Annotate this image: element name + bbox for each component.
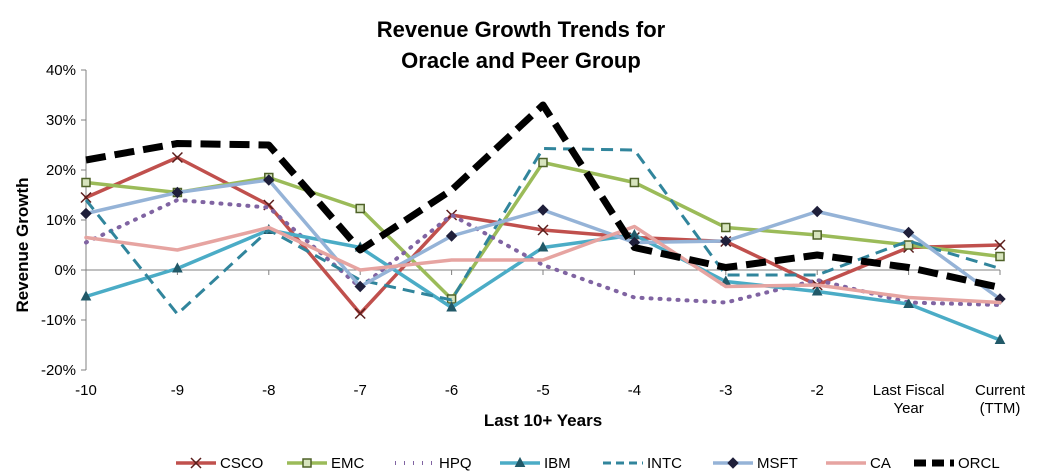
y-axis-title: Revenue Growth bbox=[13, 177, 32, 312]
csco-marker bbox=[354, 307, 366, 320]
emc-marker bbox=[538, 157, 548, 168]
y-tick-label: 30% bbox=[46, 112, 76, 129]
msft-marker bbox=[727, 457, 739, 469]
legend-label-emc: EMC bbox=[331, 455, 365, 472]
x-tick-label: -4 bbox=[628, 382, 641, 399]
ibm-marker bbox=[446, 301, 457, 312]
x-tick-label: -3 bbox=[719, 382, 732, 399]
msft-marker bbox=[811, 205, 823, 218]
csco-marker bbox=[190, 457, 202, 469]
msft-marker bbox=[720, 235, 732, 247]
x-tick-label: -8 bbox=[262, 382, 275, 399]
series-orcl bbox=[85, 101, 1001, 291]
axes-group: -20% -10% 0% 10% 20% 30% 40% -10 -9 -8 -7 -6 -5 -4 -3 -… bbox=[41, 62, 1026, 417]
legend: CSCO EMC HPQ IBM INTC MSFT CA ORCL bbox=[176, 455, 1000, 472]
x-tick-label: Last Fiscal bbox=[873, 382, 945, 399]
y-tick-label: 10% bbox=[46, 212, 76, 229]
ibm-marker bbox=[172, 262, 183, 273]
ibm-marker bbox=[903, 297, 914, 308]
x-tick-label: -5 bbox=[536, 382, 549, 399]
emc-marker bbox=[721, 222, 731, 233]
emc-marker bbox=[995, 251, 1005, 262]
ibm-marker bbox=[537, 241, 549, 252]
msft-marker bbox=[171, 186, 184, 199]
emc-marker bbox=[629, 177, 640, 188]
emc-marker bbox=[903, 240, 914, 250]
x-axis-title: Last 10+ Years bbox=[484, 411, 602, 430]
legend-label-ca: CA bbox=[870, 455, 891, 472]
msft-marker bbox=[537, 204, 549, 216]
y-tick-label: 20% bbox=[46, 162, 76, 179]
legend-item-ibm: IBM bbox=[500, 455, 571, 472]
msft-marker bbox=[80, 207, 92, 220]
x-tick-label: -9 bbox=[171, 382, 184, 399]
y-tick-label: -20% bbox=[41, 362, 76, 379]
emc-marker bbox=[355, 203, 365, 214]
x-tick-label: -10 bbox=[75, 382, 97, 399]
series-hpq bbox=[84, 198, 1002, 307]
x-tick-label: -6 bbox=[445, 382, 458, 399]
emc-marker bbox=[302, 458, 312, 468]
series-line-ca bbox=[84, 224, 1002, 305]
y-tick-label: 0% bbox=[54, 262, 76, 279]
msft-marker bbox=[354, 280, 366, 293]
csco-marker bbox=[80, 191, 92, 204]
legend-label-msft: MSFT bbox=[757, 455, 798, 472]
ibm-marker bbox=[514, 456, 526, 467]
legend-label-orcl: ORCL bbox=[958, 455, 1000, 472]
legend-label-csco: CSCO bbox=[220, 455, 263, 472]
x-tick-label: -2 bbox=[811, 382, 824, 399]
emc-marker bbox=[812, 230, 822, 240]
x-tick-label: (TTM) bbox=[980, 400, 1021, 417]
chart-title-line-1: Revenue Growth Trends for bbox=[377, 17, 666, 42]
x-tick-label: Current bbox=[975, 382, 1026, 399]
legend-item-ca: CA bbox=[826, 455, 891, 472]
ibm-marker bbox=[80, 290, 92, 301]
legend-label-hpq: HPQ bbox=[439, 455, 472, 472]
series-ibm bbox=[80, 223, 1006, 344]
x-tick-label: -7 bbox=[354, 382, 367, 399]
legend-label-intc: INTC bbox=[647, 455, 682, 472]
csco-marker bbox=[994, 239, 1006, 251]
emc-marker bbox=[81, 177, 91, 188]
legend-item-msft: MSFT bbox=[713, 455, 798, 472]
y-tick-label: -10% bbox=[41, 312, 76, 329]
msft-marker bbox=[445, 230, 458, 242]
legend-item-csco: CSCO bbox=[176, 455, 263, 472]
csco-marker bbox=[171, 151, 183, 164]
csco-marker bbox=[537, 224, 549, 236]
series-line-intc bbox=[84, 147, 1001, 316]
series-line-hpq bbox=[84, 198, 1002, 307]
y-tick-label: 40% bbox=[46, 62, 76, 79]
series-line-orcl bbox=[85, 101, 1001, 291]
msft-marker bbox=[263, 174, 275, 186]
series-ca bbox=[84, 224, 1002, 305]
legend-item-hpq: HPQ bbox=[395, 455, 472, 472]
ibm-marker bbox=[811, 285, 823, 296]
legend-item-orcl: ORCL bbox=[914, 455, 1000, 472]
series-csco bbox=[80, 151, 1006, 320]
x-tick-label: Year bbox=[893, 400, 923, 417]
legend-item-intc: INTC bbox=[603, 455, 682, 472]
series-intc bbox=[84, 147, 1001, 316]
ibm-marker bbox=[994, 333, 1006, 344]
msft-marker bbox=[902, 226, 915, 239]
legend-item-emc: EMC bbox=[287, 455, 365, 472]
legend-label-ibm: IBM bbox=[544, 455, 571, 472]
chart-title-line-2: Oracle and Peer Group bbox=[401, 48, 641, 73]
series-group bbox=[80, 101, 1006, 344]
